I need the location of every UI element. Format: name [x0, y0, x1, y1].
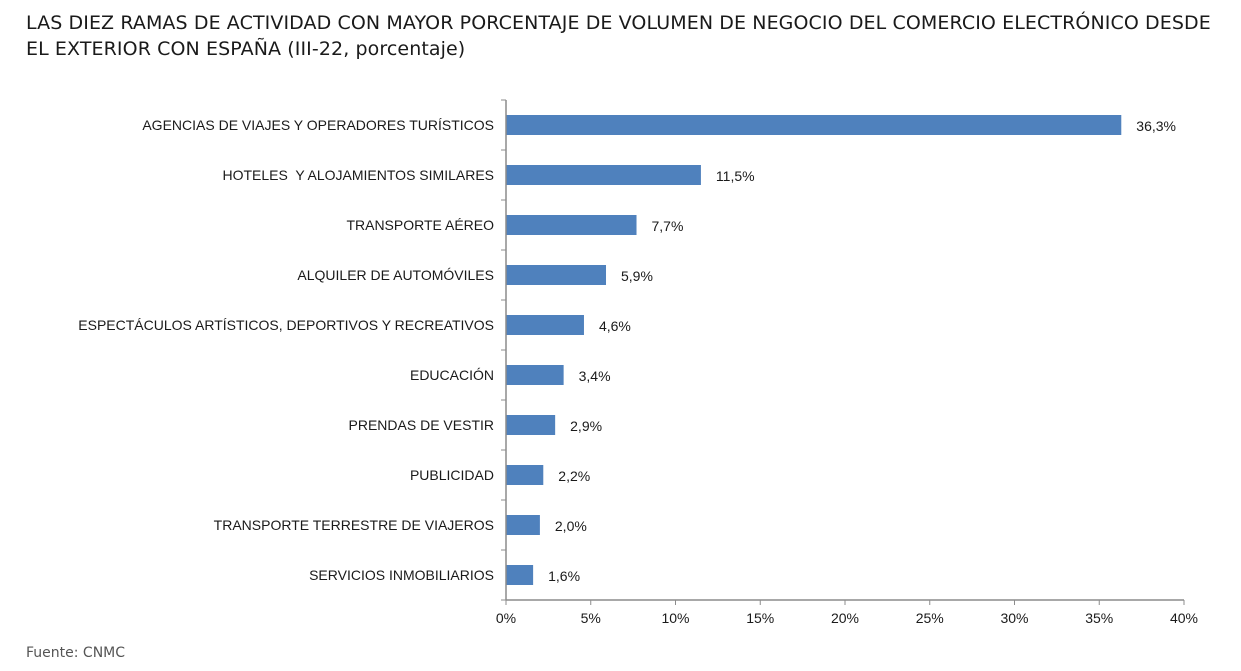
category-label: TRANSPORTE AÉREO [346, 217, 494, 233]
value-label: 3,4% [579, 368, 611, 384]
source-note: Fuente: CNMC [26, 645, 126, 661]
bar [506, 165, 701, 185]
category-label: AGENCIAS DE VIAJES Y OPERADORES TURÍSTIC… [142, 117, 494, 133]
x-tick-label: 0% [496, 610, 516, 626]
bar [506, 465, 544, 485]
value-label: 2,9% [570, 418, 602, 434]
bar [506, 415, 556, 435]
bar [506, 215, 637, 235]
category-label: ESPECTÁCULOS ARTÍSTICOS, DEPORTIVOS Y RE… [78, 317, 494, 333]
category-label: ALQUILER DE AUTOMÓVILES [297, 267, 494, 283]
value-label: 2,2% [558, 468, 590, 484]
value-label: 2,0% [555, 518, 587, 534]
bars [506, 115, 1122, 585]
category-label: TRANSPORTE TERRESTRE DE VIAJEROS [214, 517, 494, 533]
category-label: PUBLICIDAD [410, 467, 494, 483]
x-tick-label: 10% [661, 610, 689, 626]
x-tick-label: 30% [1000, 610, 1028, 626]
value-label: 5,9% [621, 268, 653, 284]
bar [506, 115, 1122, 135]
x-tick-label: 15% [746, 610, 774, 626]
category-label: HOTELES Y ALOJAMIENTOS SIMILARES [222, 167, 494, 183]
value-label: 7,7% [652, 218, 684, 234]
x-tick-label: 5% [581, 610, 601, 626]
x-tick-label: 35% [1085, 610, 1113, 626]
category-label: EDUCACIÓN [410, 367, 494, 383]
category-label: PRENDAS DE VESTIR [349, 417, 494, 433]
value-label: 11,5% [716, 168, 755, 184]
value-label: 4,6% [599, 318, 631, 334]
x-tick-label: 20% [831, 610, 859, 626]
x-axis-ticks: 0% 5% 10% 15% 20% 25% 30% 35% 40% [496, 600, 1198, 626]
bar [506, 265, 607, 285]
value-label: 36,3% [1136, 118, 1176, 134]
category-label: SERVICIOS INMOBILIARIOS [309, 567, 494, 583]
category-labels: AGENCIAS DE VIAJES Y OPERADORES TURÍSTIC… [78, 117, 494, 583]
bar [506, 365, 564, 385]
bar [506, 315, 584, 335]
value-label: 1,6% [548, 568, 580, 584]
x-tick-label: 40% [1170, 610, 1198, 626]
chart-title: LAS DIEZ RAMAS DE ACTIVIDAD CON MAYOR PO… [26, 12, 1211, 60]
value-labels: 36,3% 11,5% 7,7% 5,9% 4,6% 3,4% 2,9% 2,2% 2,0% 1,… [548, 118, 1176, 584]
x-tick-label: 25% [916, 610, 944, 626]
bar [506, 515, 540, 535]
bar [506, 565, 534, 585]
